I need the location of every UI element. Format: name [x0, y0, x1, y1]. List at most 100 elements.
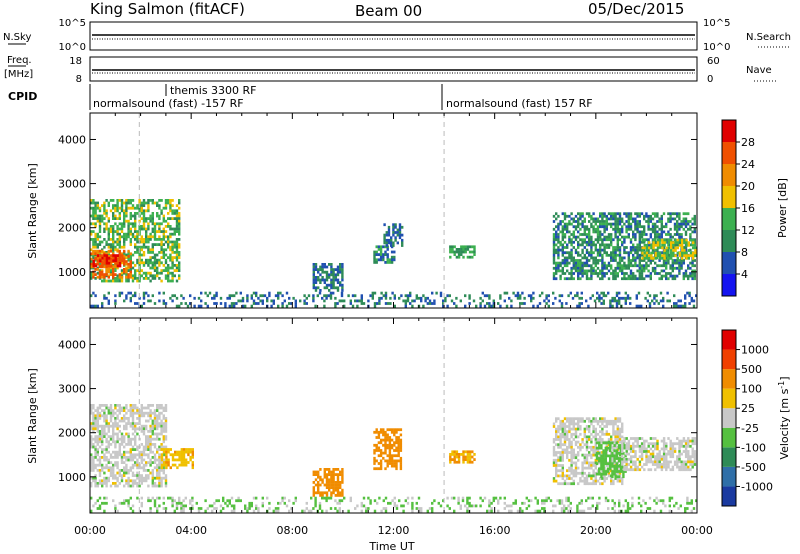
velocity-echo-cell — [125, 482, 128, 485]
power-echo-cell — [663, 238, 666, 242]
power-echo-cell — [116, 230, 119, 233]
velocity-echo-cell — [325, 486, 329, 489]
power-echo-cell — [612, 227, 615, 231]
velocity-echo-cell — [334, 494, 337, 497]
power-echo-cell — [629, 248, 633, 252]
power-echo-cell — [173, 256, 176, 259]
power-echo-cell — [583, 217, 586, 221]
power-echo-cell — [378, 299, 381, 303]
velocity-echo-cell — [466, 453, 470, 456]
power-echo-cell — [610, 217, 613, 221]
velocity-echo-cell — [149, 440, 152, 444]
power-echo-cell — [583, 233, 586, 236]
power-echo-cell — [658, 277, 661, 281]
velocity-echo-cell — [566, 474, 569, 478]
velocity-echo-cell — [600, 472, 603, 476]
power-echo-cell — [151, 214, 154, 218]
power-echo-cell — [171, 251, 174, 254]
velocity-echo-cell — [557, 456, 560, 460]
power-echo-cell — [561, 235, 564, 239]
power-echo-cell — [114, 277, 117, 280]
power-echo-cell — [230, 302, 234, 305]
velocity-echo-cell — [613, 470, 616, 473]
velocity-echo-cell — [625, 444, 628, 448]
velocity-echo-cell — [561, 448, 564, 452]
velocity-echo-cell — [638, 455, 642, 459]
power-echo-cell — [572, 256, 575, 260]
power-echo-cell — [691, 264, 694, 268]
power-echo-cell — [634, 246, 637, 249]
power-echo-cell — [268, 294, 271, 298]
velocity-echo-cell — [621, 425, 624, 428]
velocity-echo-cell — [629, 468, 633, 472]
power-echo-cell — [235, 302, 238, 305]
velocity-echo-cell — [568, 466, 571, 470]
power-echo-cell — [680, 235, 683, 239]
velocity-echo-cell — [314, 491, 318, 495]
power-echo-cell — [557, 235, 560, 239]
velocity-echo-cell — [617, 444, 621, 447]
velocity-echo-cell — [610, 438, 613, 441]
power-echo-cell — [662, 259, 666, 262]
power-echo-cell — [373, 253, 376, 256]
power-echo-cell — [178, 206, 181, 210]
power-echo-cell — [599, 243, 602, 247]
power-echo-cell — [673, 243, 677, 247]
power-echo-cell — [566, 256, 569, 260]
power-echo-cell — [616, 266, 619, 270]
velocity-echo-cell — [598, 451, 601, 455]
power-echo-cell — [460, 253, 463, 256]
velocity-echo-cell — [118, 501, 121, 505]
power-echo-cell — [643, 259, 646, 262]
power-echo-cell — [112, 243, 115, 246]
power-echo-cell — [682, 227, 685, 231]
velocity-echo-cell — [147, 411, 150, 415]
velocity-echo-cell — [134, 443, 137, 446]
power-echo-cell — [178, 238, 181, 241]
velocity-echo-cell — [96, 411, 99, 415]
power-echo-cell — [516, 291, 520, 295]
power-echo-cell — [401, 241, 404, 245]
power-echo-cell — [382, 253, 385, 256]
power-echo-cell — [634, 256, 637, 260]
power-echo-cell — [638, 214, 641, 218]
power-echo-cell — [632, 230, 635, 234]
velocity-echo-cell — [375, 430, 378, 434]
velocity-echo-cell — [101, 430, 104, 433]
power-echo-cell — [579, 266, 582, 270]
power-ytick-label: 3000 — [58, 178, 86, 191]
velocity-echo-cell — [590, 456, 593, 460]
velocity-echo-cell — [618, 440, 622, 444]
power-echo-cell — [394, 225, 397, 229]
power-echo-cell — [692, 304, 696, 308]
velocity-echo-cell — [169, 496, 172, 500]
velocity-echo-cell — [559, 422, 562, 426]
velocity-echo-cell — [134, 453, 137, 457]
power-echo-cell — [665, 240, 668, 244]
velocity-echo-cell — [98, 469, 102, 472]
power-echo-cell — [627, 256, 630, 260]
power-echo-cell — [689, 261, 692, 265]
power-echo-cell — [566, 277, 569, 281]
power-echo-cell — [654, 256, 657, 260]
velocity-echo-cell — [572, 469, 575, 473]
velocity-echo-cell — [390, 464, 394, 468]
velocity-echo-cell — [397, 443, 400, 447]
power-echo-cell — [164, 269, 168, 272]
velocity-echo-cell — [147, 404, 150, 407]
power-echo-cell — [404, 304, 407, 308]
velocity-echo-cell — [90, 411, 93, 415]
power-echo-cell — [109, 271, 113, 275]
velocity-echo-cell — [127, 499, 130, 503]
power-echo-cell — [599, 259, 602, 262]
velocity-echo-cell — [180, 501, 183, 505]
power-echo-cell — [92, 291, 95, 295]
velocity-echo-cell — [180, 461, 183, 464]
velocity-echo-cell — [330, 483, 333, 487]
velocity-echo-cell — [373, 443, 376, 447]
power-echo-cell — [114, 206, 117, 210]
velocity-echo-cell — [634, 463, 637, 466]
velocity-echo-cell — [339, 491, 342, 495]
power-echo-cell — [409, 294, 412, 298]
power-echo-cell — [215, 291, 218, 295]
